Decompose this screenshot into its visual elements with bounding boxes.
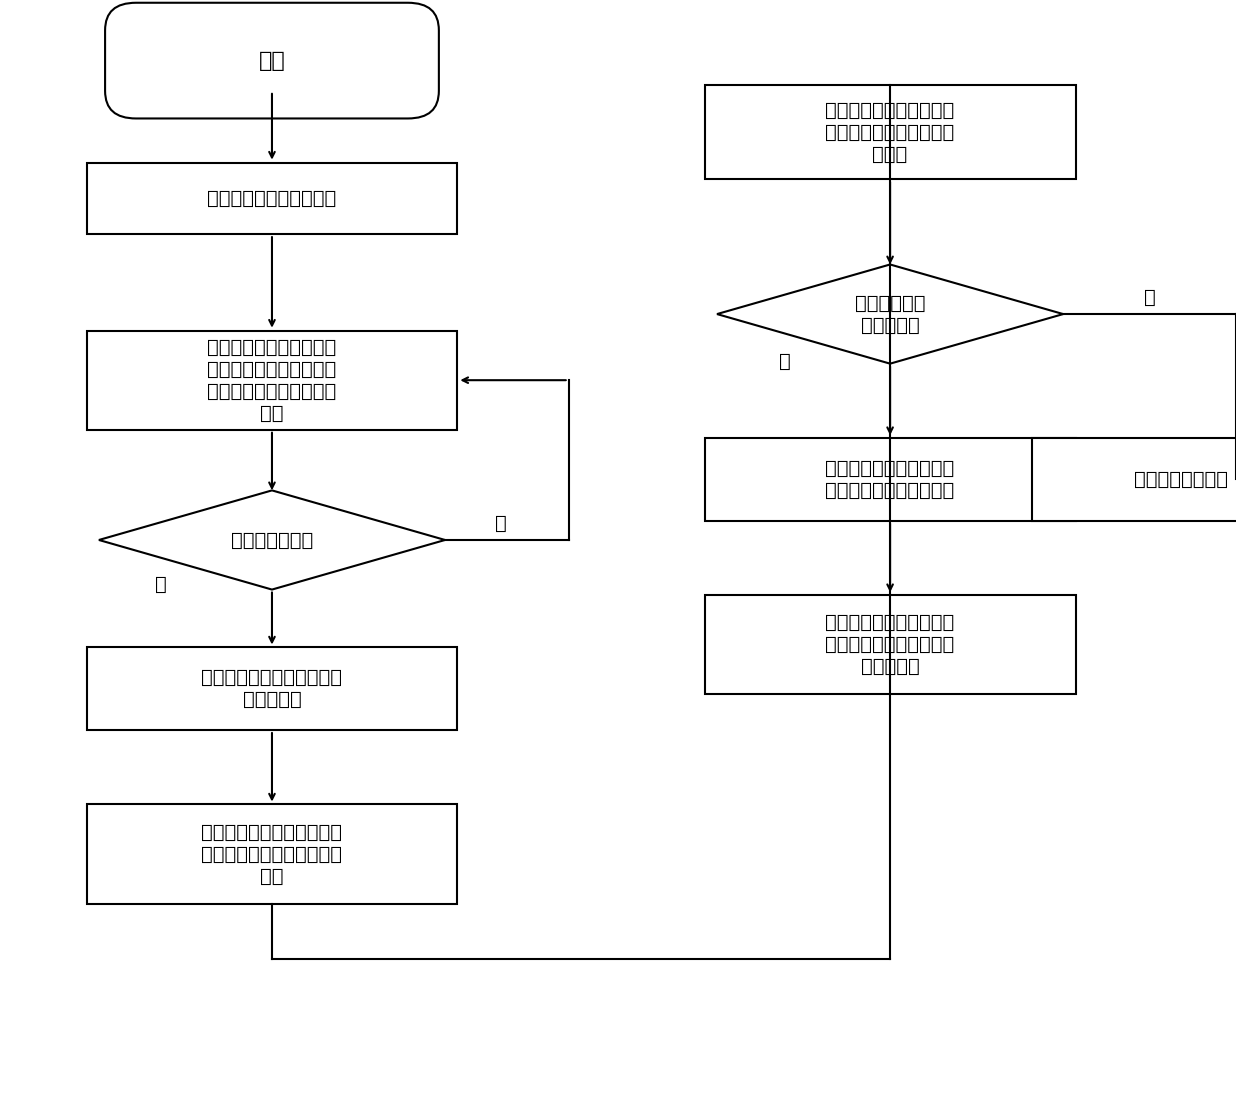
Bar [1032,439,1240,521]
Text: 是: 是 [779,352,791,371]
Text: 计算考虑光热前后的最大
负荷差，作为光热机组参
与平衡容量: 计算考虑光热前后的最大 负荷差，作为光热机组参 与平衡容量 [826,613,955,677]
Bar [87,331,458,430]
Bar [87,647,458,730]
Text: 收集地区多年光资源数据: 收集地区多年光资源数据 [207,188,336,208]
Text: 开始: 开始 [259,51,285,71]
Bar [87,804,458,904]
Bar [704,439,1075,521]
Text: 否: 否 [1143,288,1156,307]
Text: 对每个光热电站，查询储
热调节因子表，计算日保
证热量: 对每个光热电站，查询储 热调节因子表，计算日保 证热量 [826,100,955,164]
Polygon shape [717,264,1063,364]
Text: 带入优化模型求解每个光
热电站在典型日工作出力: 带入优化模型求解每个光 热电站在典型日工作出力 [826,458,955,500]
Bar [704,595,1075,694]
Text: 是否大于最小
热量需求？: 是否大于最小 热量需求？ [854,293,925,335]
Text: 是否计算结束？: 是否计算结束？ [231,530,312,550]
Text: 该电站不参与平衡: 该电站不参与平衡 [1133,469,1228,489]
Polygon shape [99,490,445,590]
Bar [87,162,458,235]
Text: 是: 是 [155,574,166,594]
Text: 否: 否 [495,514,507,533]
Text: 在一定保证率水平下，确定
日保证热量: 在一定保证率水平下，确定 日保证热量 [201,668,342,710]
Bar [704,86,1075,179]
Text: 将年光资源数据及电站最
大储热容量等带入优化模
型求解，得到该年日保证
热量: 将年光资源数据及电站最 大储热容量等带入优化模 型求解，得到该年日保证 热量 [207,337,336,423]
Text: 对不同最大储热容量，重复
上述计算，形成储热调节因
子表: 对不同最大储热容量，重复 上述计算，形成储热调节因 子表 [201,822,342,886]
FancyBboxPatch shape [105,3,439,119]
